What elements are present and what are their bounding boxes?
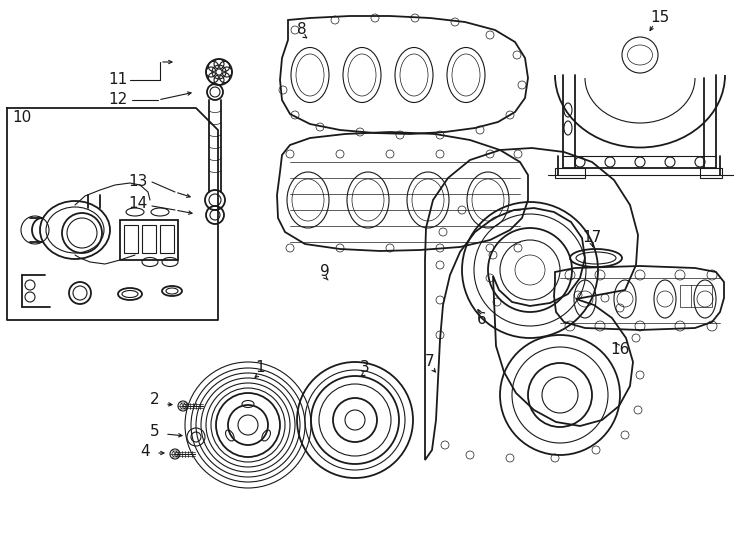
Text: 16: 16: [610, 342, 630, 357]
Bar: [120, 220, 178, 260]
Bar: [124, 225, 138, 253]
Bar: [160, 225, 174, 253]
Text: 2: 2: [150, 393, 160, 408]
Bar: [555, 168, 585, 178]
Text: 15: 15: [650, 10, 669, 25]
Text: 3: 3: [360, 361, 370, 375]
Text: 13: 13: [128, 174, 148, 190]
Text: 10: 10: [12, 111, 32, 125]
Text: 9: 9: [320, 265, 330, 280]
Text: 6: 6: [477, 313, 487, 327]
Bar: [142, 225, 156, 253]
Text: 11: 11: [109, 72, 128, 87]
Text: 1: 1: [255, 361, 265, 375]
Text: 4: 4: [140, 444, 150, 460]
Text: 12: 12: [109, 92, 128, 107]
Text: 14: 14: [128, 197, 148, 212]
Bar: [700, 168, 722, 178]
Text: 5: 5: [150, 424, 160, 440]
Text: 7: 7: [425, 354, 435, 369]
Text: 17: 17: [582, 231, 602, 246]
Bar: [680, 285, 712, 307]
Text: 8: 8: [297, 23, 307, 37]
